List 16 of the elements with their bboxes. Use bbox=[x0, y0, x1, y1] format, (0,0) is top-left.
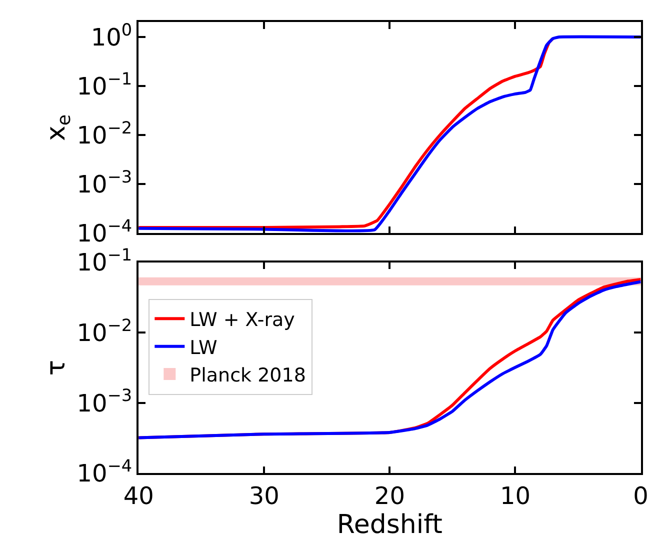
x-tick-label: 0 bbox=[633, 482, 648, 510]
y-tick-label: 10$^{0}$ bbox=[90, 19, 132, 52]
y-tick-label: 10$^{−3}$ bbox=[76, 166, 132, 198]
legend-label: LW + X-ray bbox=[190, 309, 295, 332]
x-axis-title: Redshift bbox=[336, 510, 442, 540]
line-series bbox=[138, 35, 641, 232]
y-tick-label: 10$^{−2}$ bbox=[76, 314, 132, 348]
y-tick-label: 10$^{−2}$ bbox=[76, 117, 132, 150]
legend-label: LW bbox=[190, 336, 218, 359]
x-tick-label: 30 bbox=[248, 482, 280, 510]
y-tick-label: 10$^{−3}$ bbox=[76, 385, 132, 418]
y-tick-label: 10$^{−1}$ bbox=[76, 68, 132, 100]
x-tick-label: 20 bbox=[374, 482, 405, 510]
x-tick-label: 10 bbox=[500, 482, 531, 510]
legend-label: Planck 2018 bbox=[190, 364, 306, 386]
y-axis-title: τ bbox=[42, 360, 72, 376]
